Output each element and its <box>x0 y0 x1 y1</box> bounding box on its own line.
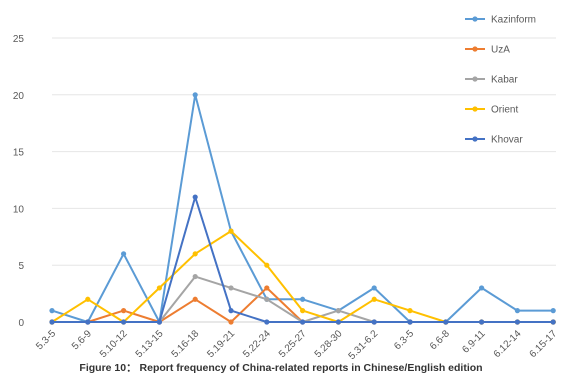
data-point <box>192 273 198 280</box>
data-point <box>300 308 306 314</box>
data-point <box>228 319 234 325</box>
x-tick-label: 5.3-5 <box>34 328 58 352</box>
data-point <box>407 319 413 325</box>
data-point <box>192 92 198 98</box>
legend-marker <box>472 106 478 112</box>
data-point <box>371 296 377 302</box>
legend-label: Khovar <box>491 135 523 146</box>
data-point <box>264 285 270 291</box>
x-tick-label: 5.28-30 <box>313 328 345 360</box>
x-tick-label: 5.6-9 <box>70 328 94 352</box>
data-point <box>49 319 55 325</box>
x-tick-label: 5.10-12 <box>98 328 130 360</box>
data-point <box>85 319 91 325</box>
data-point <box>514 319 521 325</box>
data-point <box>300 296 306 302</box>
data-point <box>407 308 413 314</box>
legend-item-kazinform: Kazinform <box>465 15 536 26</box>
data-point <box>514 308 521 314</box>
y-tick-label: 5 <box>18 261 24 272</box>
legend-item-khovar: Khovar <box>465 135 523 146</box>
legend-marker <box>472 16 478 22</box>
data-point <box>335 319 341 325</box>
data-point <box>228 228 234 234</box>
y-tick-label: 25 <box>13 34 25 45</box>
data-point <box>371 319 377 325</box>
legend-marker <box>472 46 478 52</box>
x-tick-label: 5.25-27 <box>277 328 309 360</box>
x-tick-label: 5.31-6.2 <box>347 328 381 362</box>
data-point <box>371 285 377 291</box>
legend-item-kabar: Kabar <box>465 75 518 86</box>
data-point <box>156 285 162 291</box>
figure-caption: Figure 10： Report frequency of China-rel… <box>79 362 483 374</box>
x-tick-label: 6.9-11 <box>460 328 488 356</box>
y-tick-label: 15 <box>13 148 25 159</box>
x-tick-label: 5.16-18 <box>170 328 202 360</box>
legend-label: UzA <box>491 45 510 56</box>
data-point <box>264 319 270 325</box>
data-point <box>121 319 127 325</box>
data-point <box>121 251 127 257</box>
gridlines <box>52 37 556 323</box>
series-layer <box>49 92 556 325</box>
data-point <box>264 296 270 302</box>
x-tick-label: 5.19-21 <box>205 328 237 360</box>
legend: Kazinform UzA Kabar Orient Khovar <box>465 15 536 146</box>
data-point <box>228 308 234 314</box>
data-point <box>550 319 556 325</box>
data-point <box>300 319 306 325</box>
legend-marker <box>472 76 478 82</box>
legend-marker <box>472 136 478 142</box>
y-tick-label: 20 <box>13 91 25 102</box>
x-tick-label: 5.13-15 <box>134 328 166 360</box>
data-point <box>335 308 341 314</box>
data-point <box>550 308 556 314</box>
data-point <box>85 296 91 302</box>
x-tick-label: 6.15-17 <box>528 328 560 360</box>
data-point <box>192 251 198 257</box>
data-point <box>192 296 198 302</box>
data-point <box>479 319 485 325</box>
data-point <box>49 308 55 314</box>
x-tick-label: 6.6-8 <box>428 328 452 352</box>
y-axis-tick-labels: 0 5 10 15 20 25 <box>13 34 25 329</box>
data-point <box>121 308 127 314</box>
x-tick-label: 6.12-14 <box>492 328 524 360</box>
series-khovar <box>49 194 556 325</box>
series-line <box>52 286 554 323</box>
y-tick-label: 10 <box>13 204 25 215</box>
x-tick-label: 6.3-5 <box>392 328 416 352</box>
legend-item-uza: UzA <box>465 45 510 56</box>
legend-item-orient: Orient <box>465 105 518 116</box>
x-axis-tick-labels: 5.3-5 5.6-9 5.10-12 5.13-15 5.16-18 5.19-21 5.… <box>34 328 559 362</box>
data-point <box>156 319 162 325</box>
legend-label: Kabar <box>491 75 518 86</box>
data-point <box>264 262 270 268</box>
data-point <box>443 319 449 325</box>
legend-label: Orient <box>491 105 518 116</box>
y-tick-label: 0 <box>18 318 24 329</box>
legend-label: Kazinform <box>491 15 536 26</box>
data-point <box>192 194 198 200</box>
series-uza <box>49 285 556 325</box>
x-tick-label: 5.22-24 <box>241 328 273 360</box>
data-point <box>228 285 234 291</box>
data-point <box>479 285 485 291</box>
